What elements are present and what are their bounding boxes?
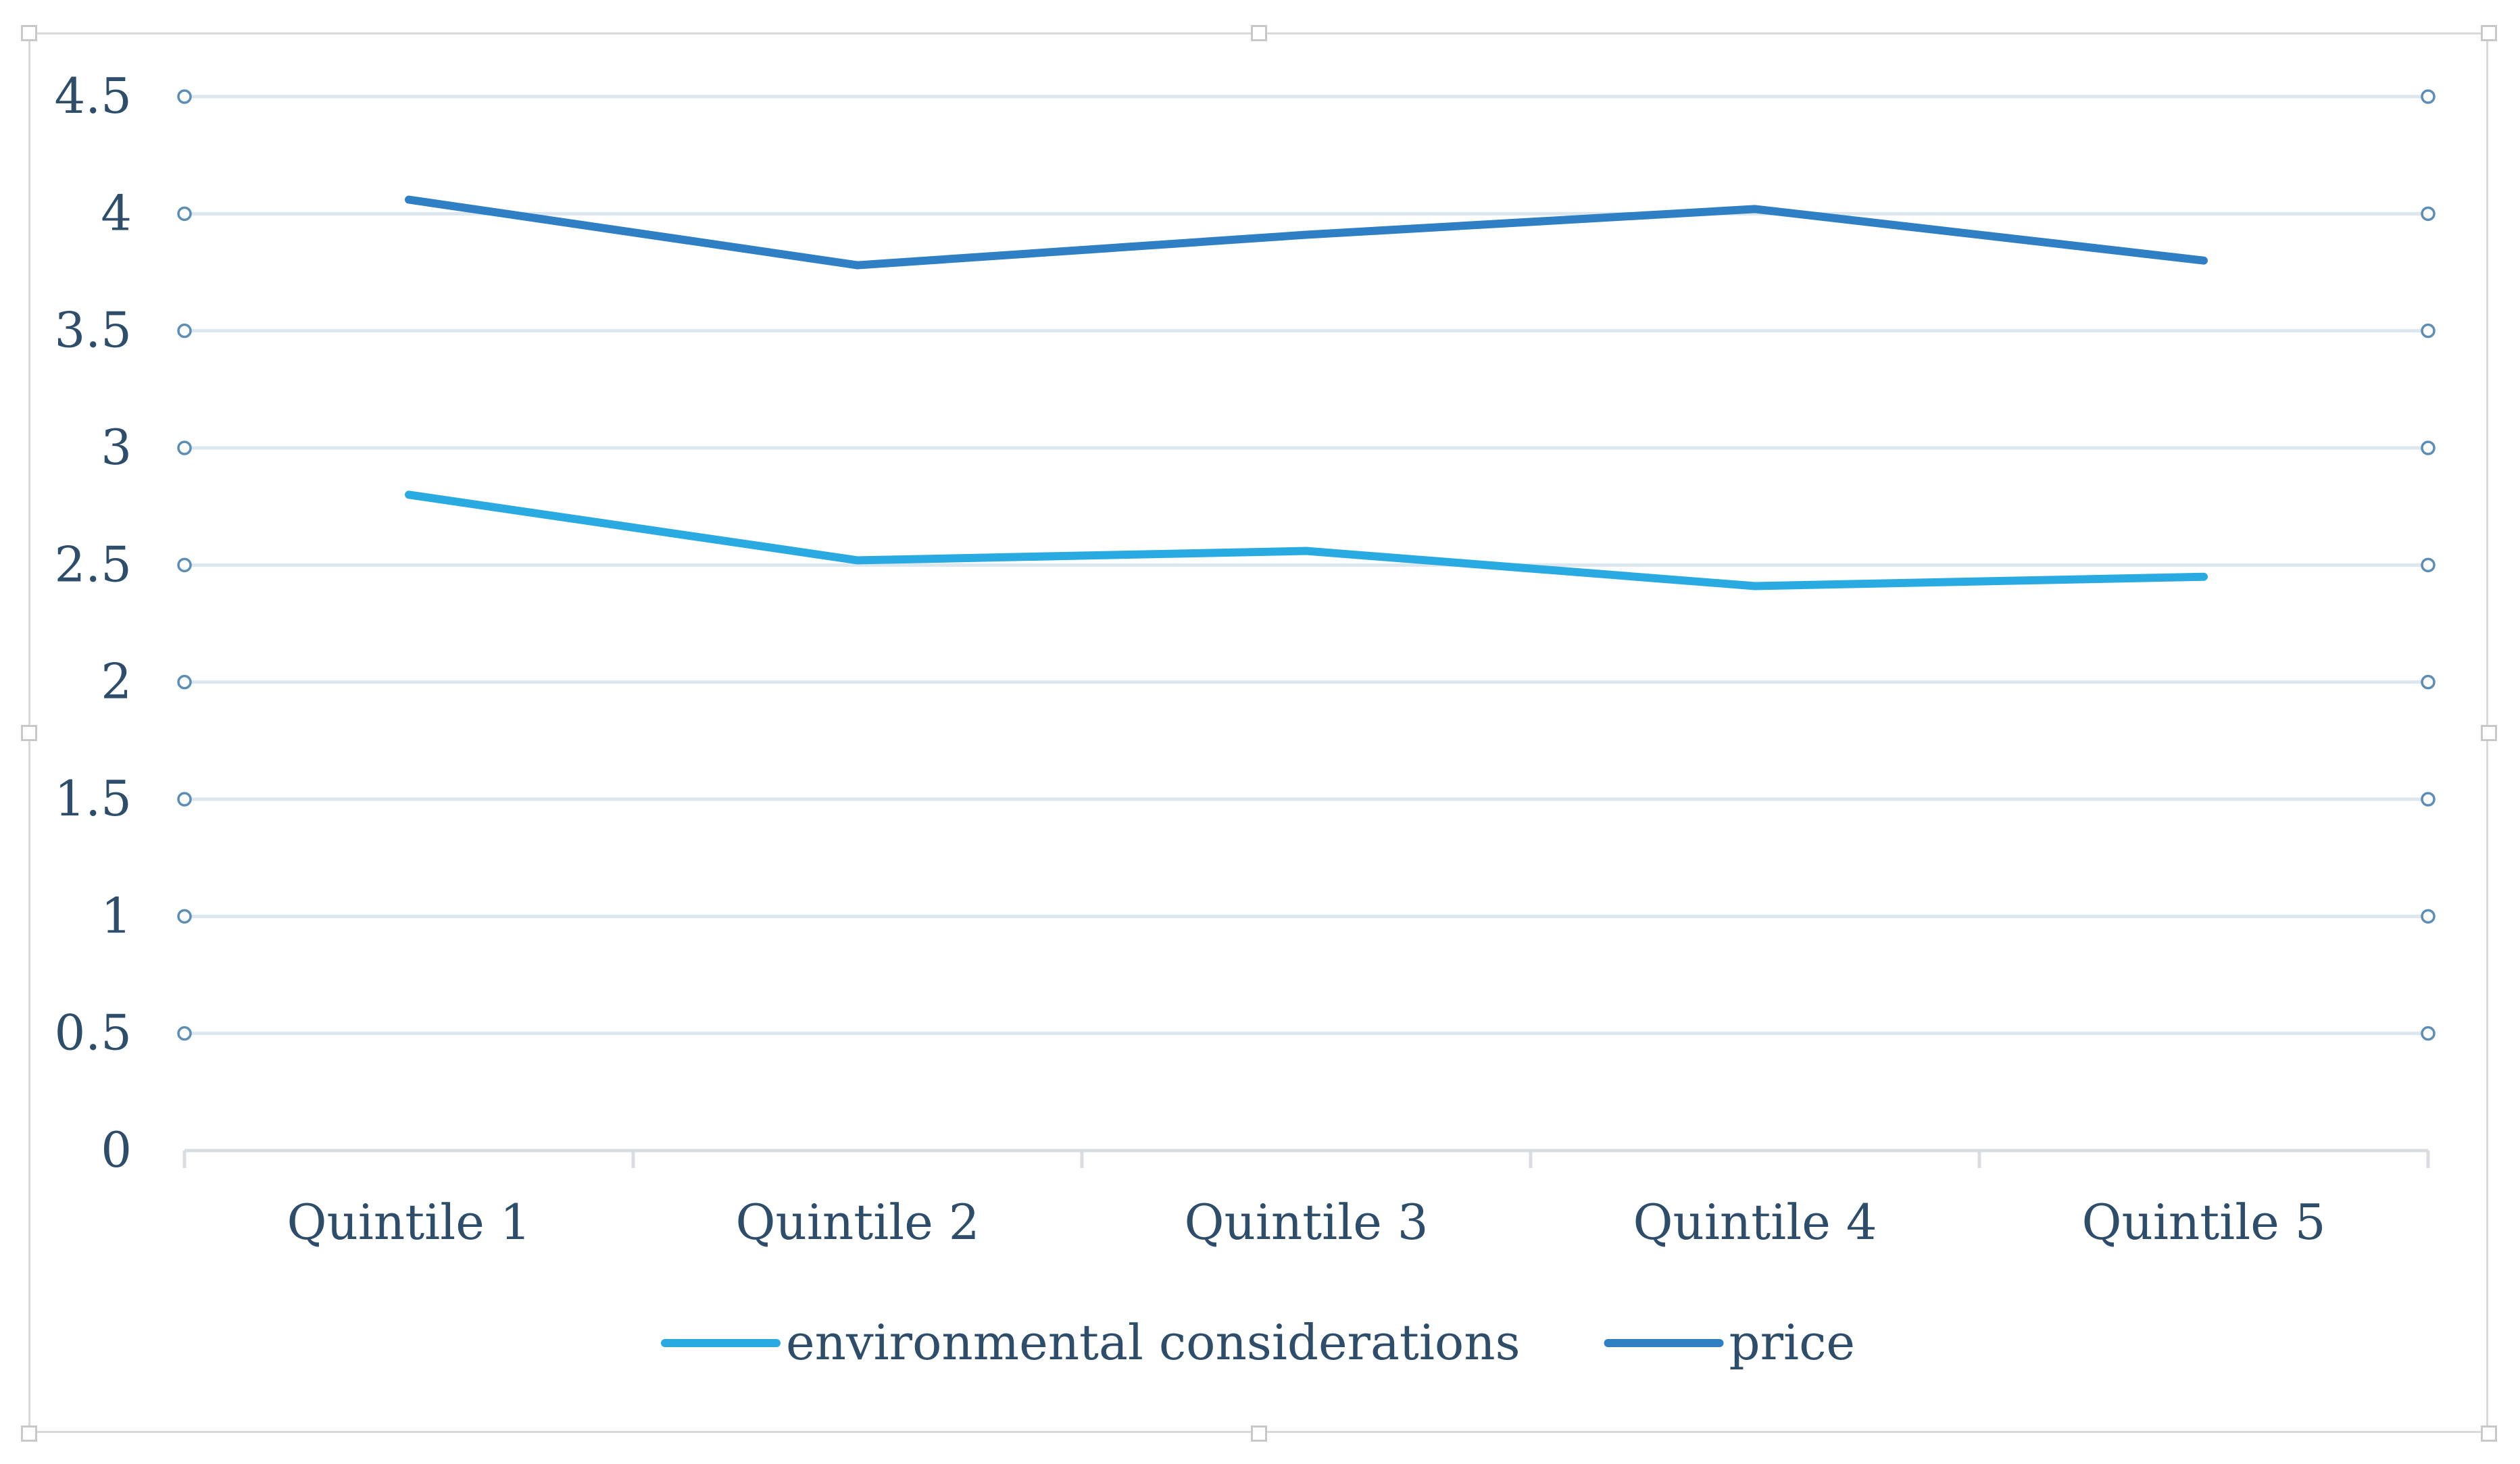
- gridline-marker[interactable]: [177, 792, 192, 807]
- gridline-marker[interactable]: [2421, 674, 2436, 690]
- resize-handle-right[interactable]: [2481, 725, 2497, 741]
- gridline-marker[interactable]: [177, 909, 192, 924]
- x-tick-label: Quintile 2: [735, 1194, 979, 1251]
- gridline-marker[interactable]: [177, 1026, 192, 1041]
- resize-handle-top[interactable]: [1251, 25, 1267, 41]
- gridline-marker[interactable]: [177, 323, 192, 338]
- y-tick-label: 1.5: [54, 770, 132, 827]
- gridline-marker[interactable]: [2421, 1026, 2436, 1041]
- gridline-marker[interactable]: [2421, 323, 2436, 338]
- y-tick-label: 3.5: [54, 302, 132, 359]
- y-tick-label: 4.5: [54, 68, 132, 124]
- legend-label: price: [1729, 1314, 1855, 1371]
- gridline-marker[interactable]: [2421, 557, 2436, 573]
- y-tick-label: 2.5: [54, 536, 132, 592]
- gridline-marker[interactable]: [177, 206, 192, 222]
- y-tick-label: 0.5: [54, 1005, 132, 1061]
- resize-handle-top-left[interactable]: [21, 25, 37, 41]
- y-tick-label: 1: [101, 887, 132, 944]
- gridline-marker[interactable]: [177, 89, 192, 104]
- gridline-marker[interactable]: [2421, 792, 2436, 807]
- legend-label: environmental considerations: [786, 1314, 1521, 1371]
- resize-handle-bottom-right[interactable]: [2481, 1425, 2497, 1442]
- y-tick-label: 0: [101, 1121, 132, 1178]
- gridline-marker[interactable]: [177, 440, 192, 455]
- gridline-marker[interactable]: [2421, 909, 2436, 924]
- gridline-marker[interactable]: [2421, 89, 2436, 104]
- gridline-marker[interactable]: [2421, 206, 2436, 222]
- series-line[interactable]: [405, 490, 2208, 590]
- x-tick-label: Quintile 1: [287, 1194, 530, 1251]
- series-line[interactable]: [405, 195, 2208, 270]
- gridline-marker[interactable]: [177, 557, 192, 573]
- x-tick-label: Quintile 5: [2081, 1194, 2325, 1251]
- resize-handle-bottom-left[interactable]: [21, 1425, 37, 1442]
- y-tick-label: 4: [101, 184, 132, 241]
- x-tick-label: Quintile 4: [1633, 1194, 1877, 1251]
- gridline-marker[interactable]: [2421, 440, 2436, 455]
- y-tick-label: 2: [101, 653, 132, 710]
- resize-handle-bottom[interactable]: [1251, 1425, 1267, 1442]
- x-tick-label: Quintile 3: [1184, 1194, 1428, 1251]
- y-tick-label: 3: [101, 419, 132, 476]
- gridline-marker[interactable]: [177, 674, 192, 690]
- resize-handle-left[interactable]: [21, 725, 37, 741]
- resize-handle-top-right[interactable]: [2481, 25, 2497, 41]
